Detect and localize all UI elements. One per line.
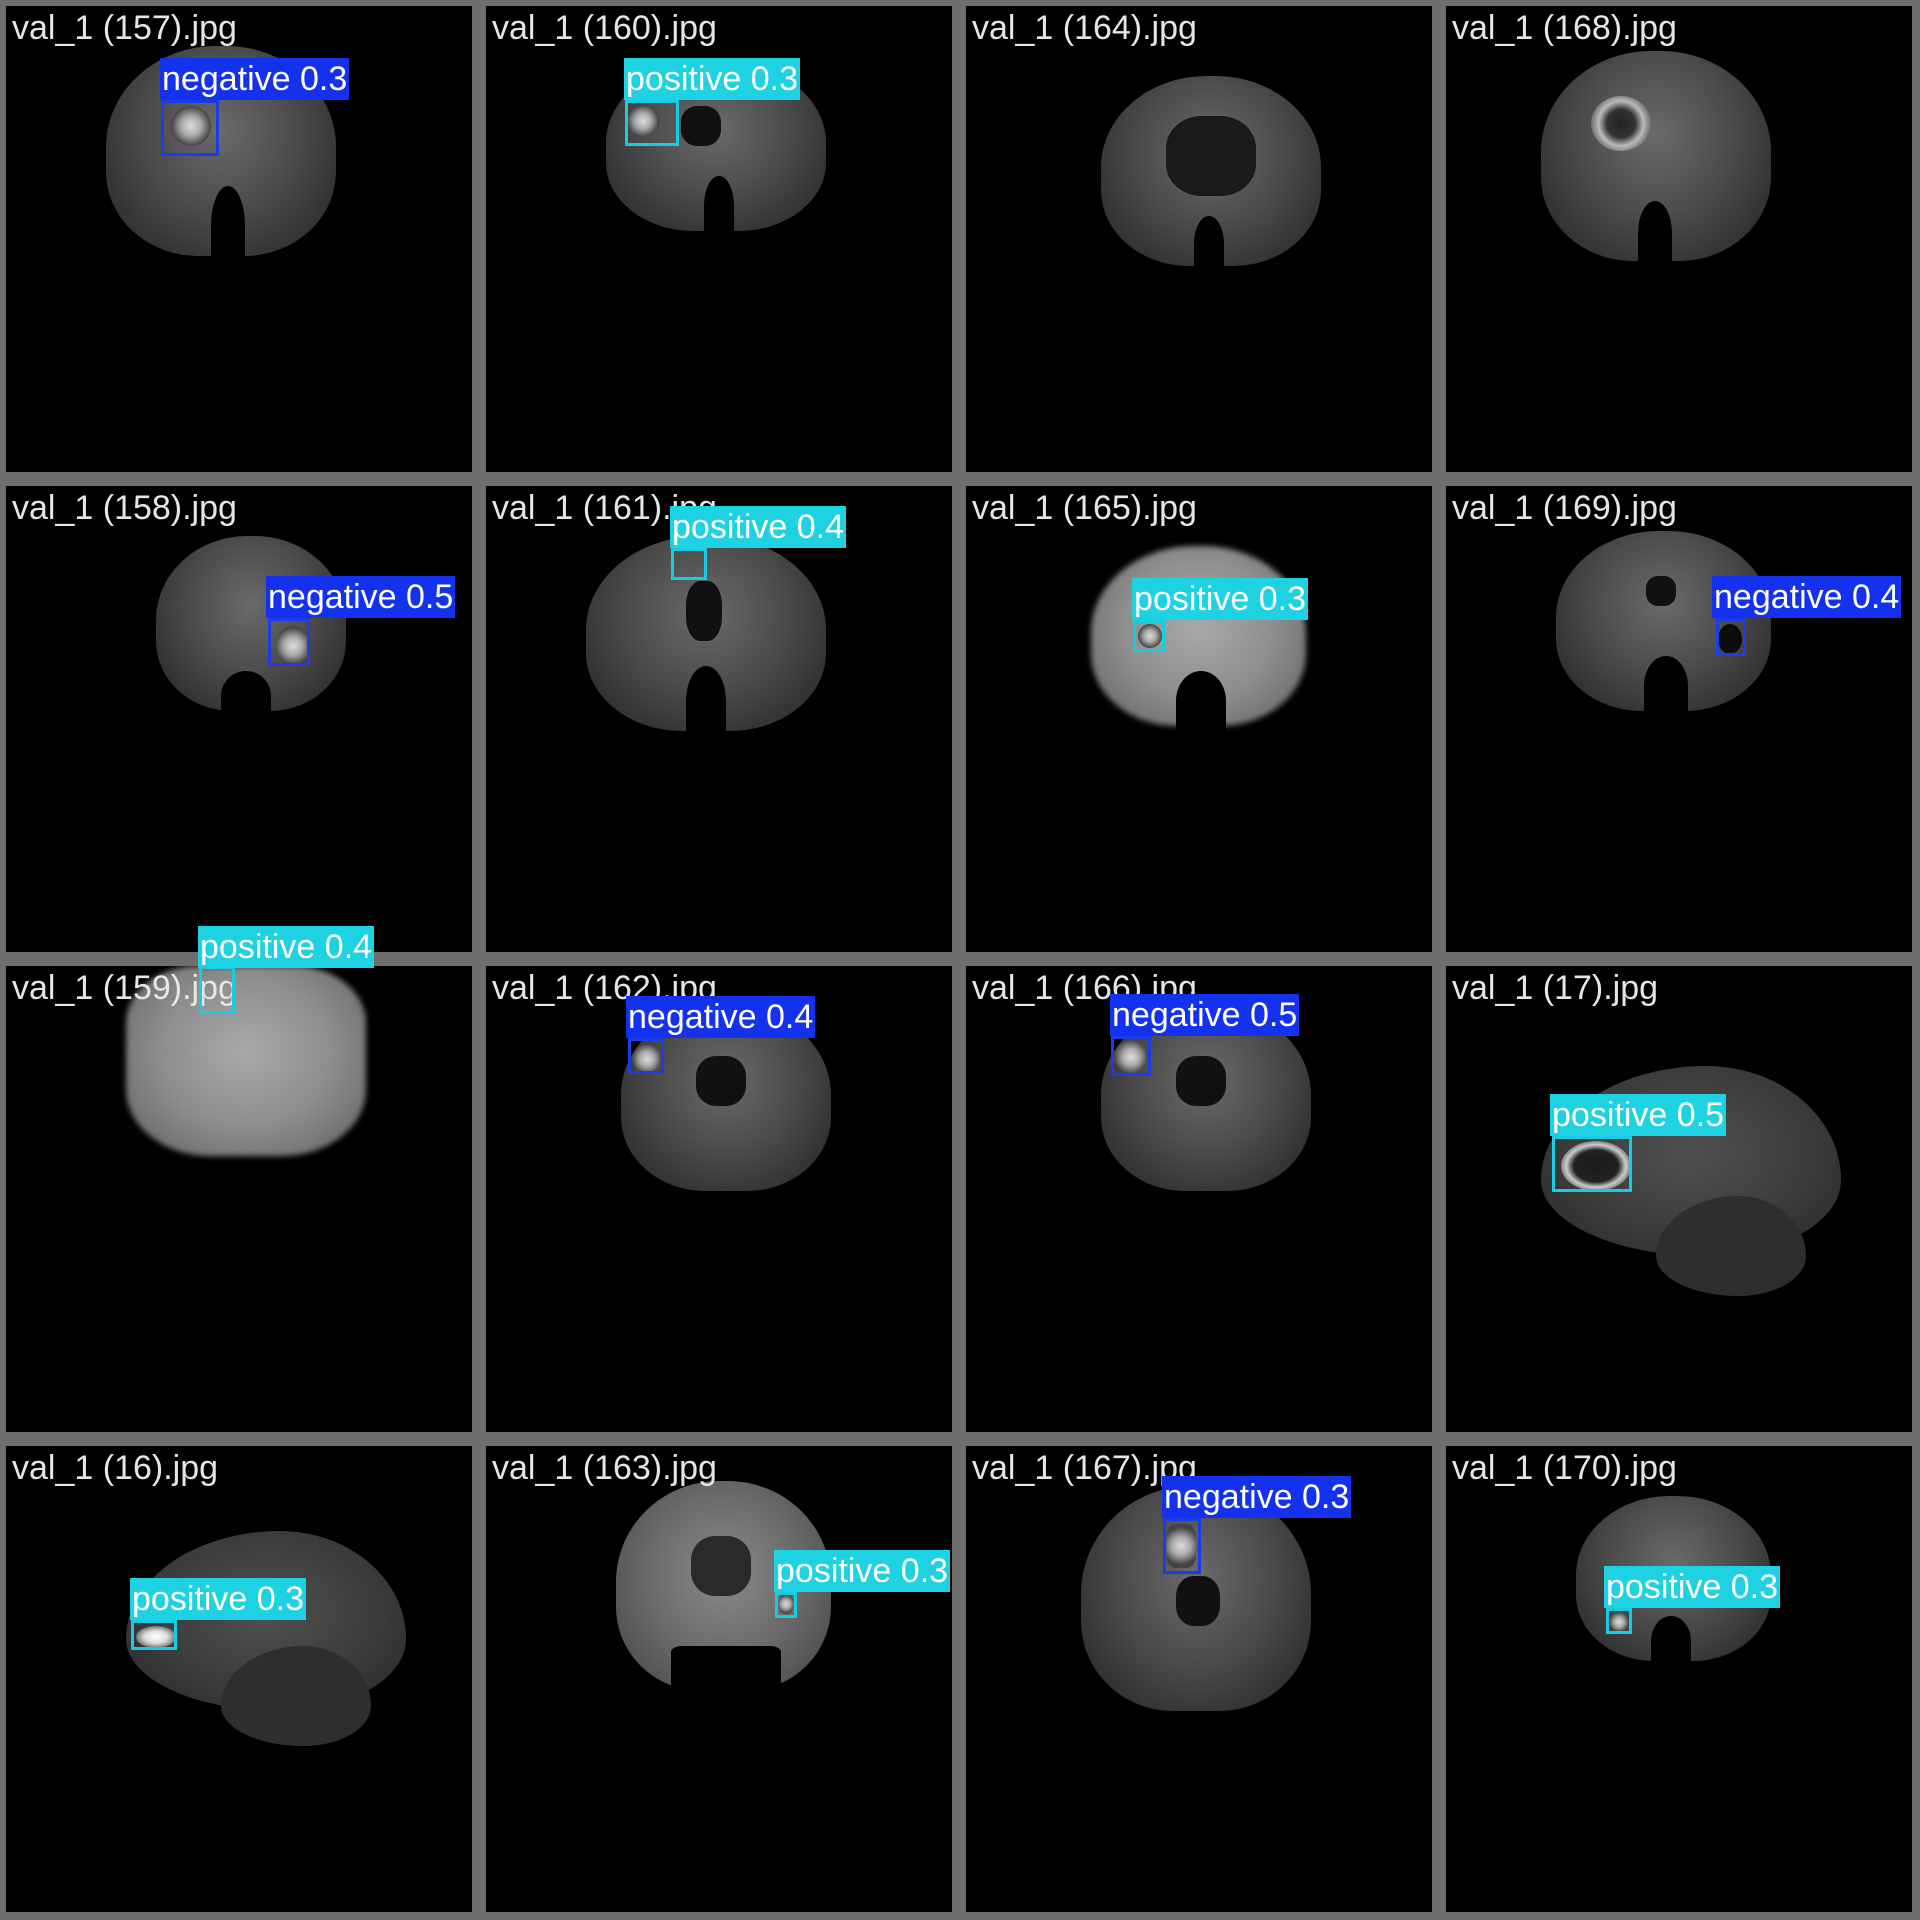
- detection-box: [1552, 1136, 1632, 1192]
- image-tile: val_1 (16).jpg positive 0.3: [6, 1446, 472, 1912]
- detection-label: negative 0.3: [1162, 1476, 1352, 1518]
- detection-box: [625, 100, 679, 146]
- image-tile: val_1 (165).jpg positive 0.3: [966, 486, 1432, 952]
- detection-label: positive 0.3: [1132, 578, 1308, 620]
- image-tile: val_1 (161).jpg positive 0.4: [486, 486, 952, 952]
- detection-box: [671, 548, 707, 580]
- detection-box: [1606, 1608, 1632, 1634]
- image-tile: val_1 (169).jpg negative 0.4: [1446, 486, 1912, 952]
- image-tile: val_1 (160).jpg positive 0.3: [486, 6, 952, 472]
- image-tile: val_1 (17).jpg positive 0.5: [1446, 966, 1912, 1432]
- image-filename: val_1 (169).jpg: [1452, 489, 1677, 527]
- image-tile: val_1 (158).jpg negative 0.5: [6, 486, 472, 952]
- image-filename: val_1 (165).jpg: [972, 489, 1197, 527]
- image-filename: val_1 (167).jpg: [972, 1449, 1197, 1487]
- detection-box: [161, 100, 219, 156]
- detection-label: positive 0.3: [130, 1578, 306, 1620]
- detection-label: positive 0.4: [670, 506, 846, 548]
- detection-box: [775, 1592, 797, 1618]
- image-tile: val_1 (157).jpg negative 0.3: [6, 6, 472, 472]
- detection-box: [199, 966, 235, 1014]
- image-filename: val_1 (160).jpg: [492, 9, 717, 47]
- detection-label: positive 0.3: [1604, 1566, 1780, 1608]
- image-tile: val_1 (163).jpg positive 0.3: [486, 1446, 952, 1912]
- image-filename: val_1 (158).jpg: [12, 489, 237, 527]
- image-tile: val_1 (162).jpg negative 0.4: [486, 966, 952, 1432]
- image-tile: val_1 (170).jpg positive 0.3: [1446, 1446, 1912, 1912]
- detection-label: positive 0.4: [198, 926, 374, 968]
- image-tile: val_1 (167).jpg negative 0.3: [966, 1446, 1432, 1912]
- image-filename: val_1 (157).jpg: [12, 9, 237, 47]
- detection-label: positive 0.5: [1550, 1094, 1726, 1136]
- detection-label: negative 0.3: [160, 58, 350, 100]
- image-filename: val_1 (168).jpg: [1452, 9, 1677, 47]
- detection-label: negative 0.4: [626, 996, 816, 1038]
- detection-box: [1111, 1036, 1151, 1076]
- image-tile: val_1 (159).jpg positive 0.4: [6, 926, 472, 1432]
- image-tile: val_1 (164).jpg: [966, 6, 1432, 472]
- detection-label: positive 0.3: [774, 1550, 950, 1592]
- detection-box: [1716, 618, 1746, 656]
- detection-label: negative 0.5: [266, 576, 456, 618]
- image-filename: val_1 (164).jpg: [972, 9, 1197, 47]
- detection-label: negative 0.4: [1712, 576, 1902, 618]
- detection-box: [628, 1038, 664, 1074]
- image-tile: val_1 (166).jpg negative 0.5: [966, 966, 1432, 1432]
- detection-box: [1163, 1518, 1201, 1574]
- detection-label: positive 0.3: [624, 58, 800, 100]
- brain-scan: [126, 966, 366, 1156]
- detection-label: negative 0.5: [1110, 994, 1300, 1036]
- detection-box: [1133, 620, 1165, 652]
- image-filename: val_1 (17).jpg: [1452, 969, 1659, 1007]
- detection-box: [268, 618, 310, 666]
- image-filename: val_1 (170).jpg: [1452, 1449, 1677, 1487]
- image-filename: val_1 (163).jpg: [492, 1449, 717, 1487]
- detection-box: [131, 1620, 177, 1650]
- image-tile: val_1 (168).jpg: [1446, 6, 1912, 472]
- image-filename: val_1 (16).jpg: [12, 1449, 219, 1487]
